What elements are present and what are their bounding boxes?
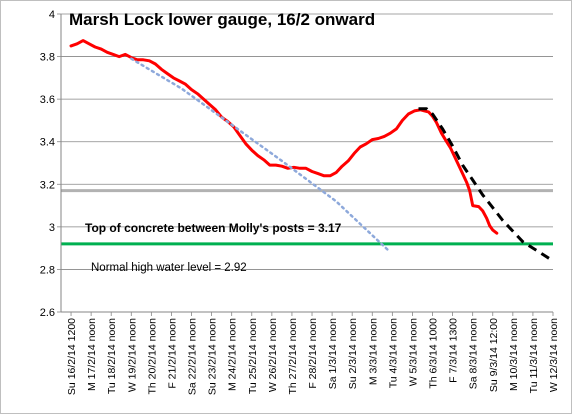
x-tick-label: Tu 18/2/14 noon: [106, 318, 118, 394]
series-projection-dashed: [418, 107, 554, 263]
x-tick-label: Su 16/2/14 1200: [66, 318, 78, 395]
x-tick-label: W 26/2/14 noon: [267, 318, 279, 392]
chart-title: Marsh Lock lower gauge, 16/2 onward: [69, 10, 375, 29]
x-tick-label: Su 9/3/14 12:00: [488, 318, 500, 392]
reference-label-concrete: Top of concrete between Molly's posts = …: [85, 221, 342, 235]
reference-lines: [61, 189, 553, 246]
x-tick-label: Su 2/3/14 noon: [347, 318, 359, 389]
label-layer: 4 3.8 3.6 3.4 3.2 3 2.8 2.6 Su 16/2/14 1200 M 17/…: [40, 9, 560, 395]
x-tick-label: Sa 1/3/14 noon: [327, 318, 339, 389]
x-tick-label: Th 27/2/14 noon: [287, 318, 299, 395]
reference-label-high-water: Normal high water level = 2.92: [91, 262, 247, 274]
x-tick-label: Tu 11/3/14 noon: [528, 318, 540, 393]
x-tick-label: F 21/2/14 noon: [166, 318, 178, 389]
grid-layer: [61, 13, 553, 270]
series-layer: [69, 39, 554, 263]
x-tick-label: M 3/3/14 noon: [367, 318, 379, 385]
x-tick-label: F 28/2/14 noon: [307, 318, 319, 389]
y-tick-label: 4: [49, 9, 55, 21]
axis-layer: [57, 13, 554, 316]
x-tick-label: Th 6/3/14 1000: [428, 318, 440, 389]
x-tick-label: M 10/3/14 noon: [508, 318, 520, 391]
x-tick-label: Tu 25/2/14 noon: [247, 318, 259, 394]
x-tick-label: W 19/2/14 noon: [126, 318, 138, 392]
y-tick-label: 2.6: [40, 307, 55, 319]
x-tick-label: Tu 4/3/14 noon: [387, 318, 399, 388]
x-tick-label: M 17/2/14 noon: [86, 318, 98, 391]
y-tick-label: 3.8: [40, 52, 55, 64]
x-tick-label: Sa 22/2/14 noon: [187, 318, 199, 395]
x-tick-label: M 24/2/14 noon: [227, 318, 239, 391]
x-tick-label: F 7/3/14 1300: [448, 318, 460, 383]
series-trend-dotted: [130, 57, 390, 252]
x-tick-label: Th 20/2/14 noon: [146, 318, 158, 395]
series-observed-level: [69, 39, 499, 235]
y-tick-label: 2.8: [40, 264, 55, 276]
y-tick-label: 3: [49, 222, 55, 234]
x-tick-label: W 5/3/14 noon: [407, 318, 419, 386]
y-tick-label: 3.2: [40, 179, 55, 191]
x-tick-label: Sa 8/3/14 noon: [468, 318, 480, 389]
x-tick-label: Su 23/2/14 noon: [207, 318, 219, 395]
y-tick-label: 3.4: [40, 137, 55, 149]
y-tick-label: 3.6: [40, 94, 55, 106]
x-tick-label: W 12/3/14 noon: [548, 318, 560, 392]
